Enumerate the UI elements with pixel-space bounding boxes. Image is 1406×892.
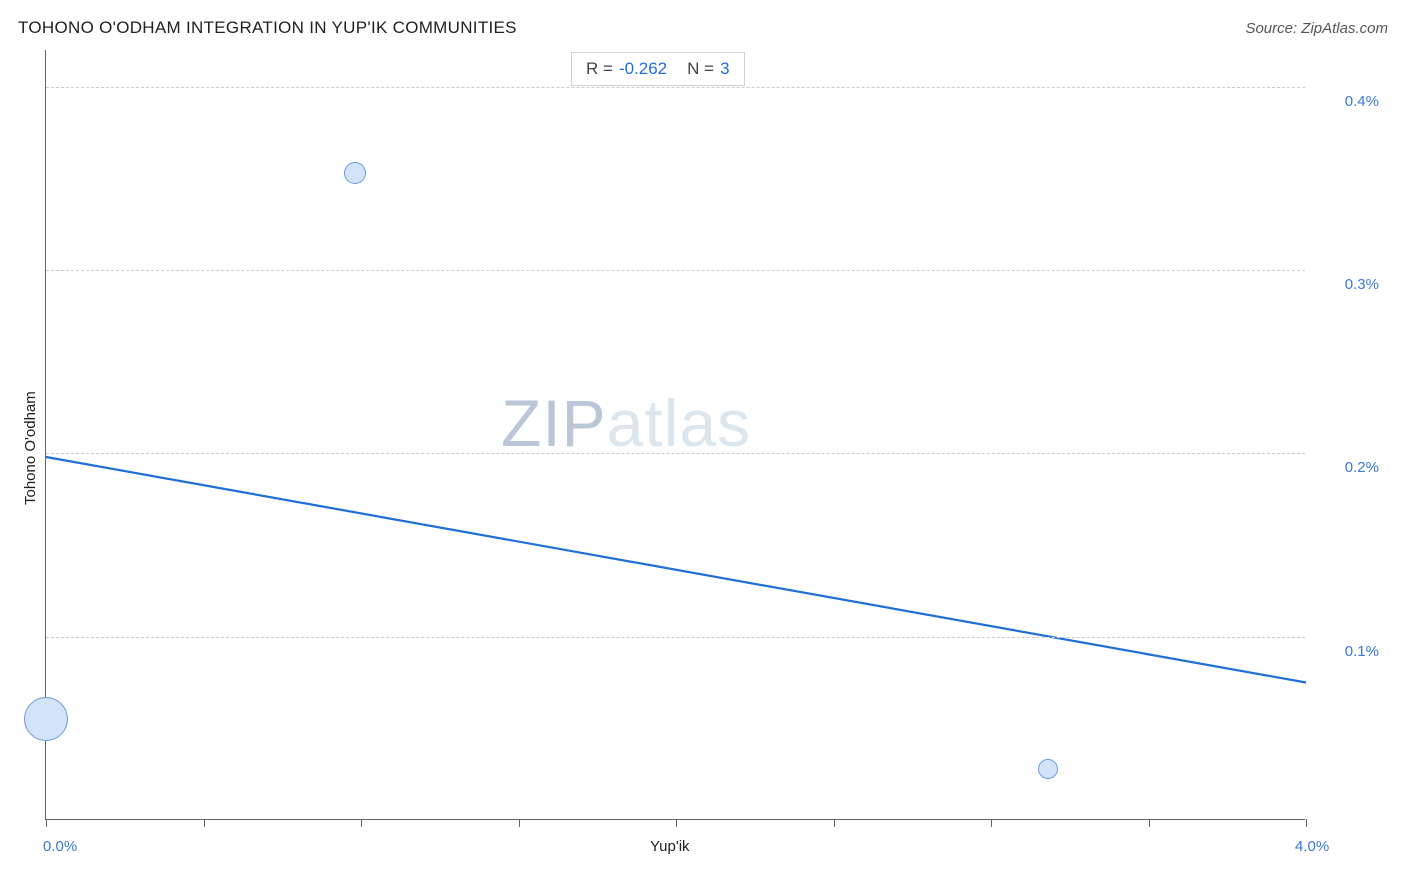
plot-area: ZIPatlas R = -0.262 N = 3	[45, 50, 1305, 820]
x-tick	[46, 819, 47, 827]
gridline	[46, 87, 1305, 88]
y-axis-title: Tohono O'odham	[22, 391, 39, 505]
x-tick	[834, 819, 835, 827]
n-label: N =	[687, 59, 714, 79]
data-point	[24, 697, 68, 741]
trend-line	[46, 50, 1306, 820]
x-tick	[1149, 819, 1150, 827]
stats-box: R = -0.262 N = 3	[571, 52, 745, 86]
x-axis-title: Yup'ik	[650, 838, 690, 855]
r-label: R =	[586, 59, 613, 79]
gridline	[46, 637, 1305, 638]
chart-title: TOHONO O'ODHAM INTEGRATION IN YUP'IK COM…	[18, 18, 517, 38]
x-tick	[361, 819, 362, 827]
data-point	[1038, 759, 1058, 779]
n-value: 3	[720, 59, 729, 79]
y-tick-label: 0.1%	[1319, 643, 1379, 660]
y-tick-label: 0.2%	[1319, 459, 1379, 476]
gridline	[46, 453, 1305, 454]
gridline	[46, 270, 1305, 271]
x-tick	[991, 819, 992, 827]
chart-header: TOHONO O'ODHAM INTEGRATION IN YUP'IK COM…	[18, 18, 1388, 38]
chart-source: Source: ZipAtlas.com	[1245, 20, 1388, 37]
r-value: -0.262	[619, 59, 667, 79]
data-point	[344, 162, 366, 184]
x-tick	[1306, 819, 1307, 827]
x-axis-end-label: 4.0%	[1295, 838, 1329, 855]
y-tick-label: 0.4%	[1319, 93, 1379, 110]
x-tick	[519, 819, 520, 827]
x-axis-start-label: 0.0%	[43, 838, 77, 855]
x-tick	[204, 819, 205, 827]
y-tick-label: 0.3%	[1319, 276, 1379, 293]
x-tick	[676, 819, 677, 827]
